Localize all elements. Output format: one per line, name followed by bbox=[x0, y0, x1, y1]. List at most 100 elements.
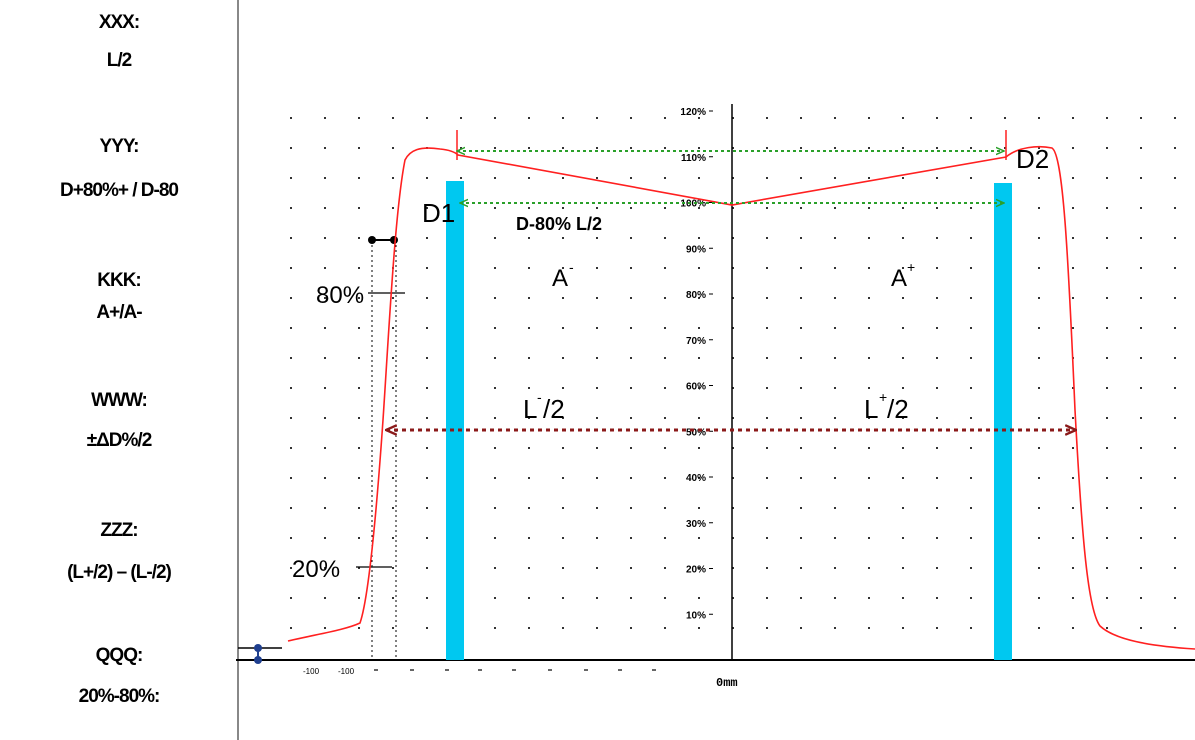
grid-dot bbox=[1106, 567, 1108, 569]
grid-dot bbox=[936, 147, 938, 149]
grid-dot bbox=[868, 387, 870, 389]
grid-dot bbox=[732, 327, 734, 329]
grid-dot bbox=[290, 177, 292, 179]
grid-dot bbox=[1038, 297, 1040, 299]
grid-dot bbox=[800, 597, 802, 599]
grid-dot bbox=[766, 177, 768, 179]
grid-dot bbox=[698, 357, 700, 359]
grid-dot bbox=[528, 207, 530, 209]
grid-dot bbox=[596, 267, 598, 269]
grid-dot bbox=[1106, 327, 1108, 329]
grid-dot bbox=[1072, 207, 1074, 209]
grid-dot bbox=[766, 507, 768, 509]
grid-dot bbox=[868, 237, 870, 239]
grid-dot bbox=[596, 507, 598, 509]
y-tick-label: 20% bbox=[686, 565, 706, 576]
grid-dot bbox=[936, 537, 938, 539]
grid-dot bbox=[596, 237, 598, 239]
grid-dot bbox=[868, 117, 870, 119]
grid-dot bbox=[460, 147, 462, 149]
grid-dot bbox=[392, 297, 394, 299]
grid-dot bbox=[800, 327, 802, 329]
grid-dot bbox=[834, 537, 836, 539]
grid-dot bbox=[800, 147, 802, 149]
grid-dot bbox=[732, 477, 734, 479]
grid-dot bbox=[1072, 117, 1074, 119]
grid-dot bbox=[596, 567, 598, 569]
legend-key-yyy: YYY: bbox=[99, 136, 140, 157]
grid-dot bbox=[426, 237, 428, 239]
grid-dot bbox=[630, 357, 632, 359]
grid-dot bbox=[1072, 627, 1074, 629]
grid-dot bbox=[1072, 597, 1074, 599]
grid-dot bbox=[902, 297, 904, 299]
grid-dot bbox=[392, 447, 394, 449]
grid-dot bbox=[528, 507, 530, 509]
grid-dot bbox=[290, 237, 292, 239]
grid-dot bbox=[868, 567, 870, 569]
grid-dot bbox=[936, 297, 938, 299]
grid-dot bbox=[868, 537, 870, 539]
grid-dot bbox=[664, 177, 666, 179]
grid-dot bbox=[1106, 627, 1108, 629]
grid-dot bbox=[426, 297, 428, 299]
grid-dot bbox=[596, 597, 598, 599]
p80-label: 80% bbox=[316, 282, 364, 309]
grid-dot bbox=[596, 207, 598, 209]
grid-dot bbox=[1004, 147, 1006, 149]
legend-value-www: ±ΔD%/2 bbox=[86, 430, 153, 451]
grid-dot bbox=[902, 177, 904, 179]
y-tick-label: 40% bbox=[686, 473, 706, 484]
grid-dot bbox=[324, 387, 326, 389]
grid-dot bbox=[324, 507, 326, 509]
grid-dot bbox=[562, 147, 564, 149]
grid-dot bbox=[902, 567, 904, 569]
grid-dot bbox=[902, 597, 904, 599]
grid-dot bbox=[902, 147, 904, 149]
grid-dot bbox=[766, 417, 768, 419]
d2-label: D2 bbox=[1016, 144, 1049, 174]
grid-dot bbox=[392, 117, 394, 119]
grid-dot bbox=[324, 477, 326, 479]
grid-dot bbox=[494, 447, 496, 449]
grid-dot bbox=[732, 177, 734, 179]
grid-dot bbox=[1038, 327, 1040, 329]
grid-dot bbox=[562, 237, 564, 239]
grid-dot bbox=[596, 447, 598, 449]
grid-dot bbox=[834, 627, 836, 629]
grid-dot bbox=[936, 177, 938, 179]
grid-dot bbox=[936, 207, 938, 209]
grid-dot bbox=[698, 537, 700, 539]
grid-dot bbox=[664, 507, 666, 509]
grid-dot bbox=[834, 387, 836, 389]
grid-dot bbox=[1072, 537, 1074, 539]
grid-dot bbox=[902, 267, 904, 269]
grid-dot bbox=[358, 387, 360, 389]
grid-dot bbox=[868, 507, 870, 509]
grid-dot bbox=[902, 447, 904, 449]
svg-text:A: A bbox=[891, 265, 907, 292]
grid-dot bbox=[800, 417, 802, 419]
grid-dot bbox=[426, 387, 428, 389]
grid-dot bbox=[358, 417, 360, 419]
grid-dot bbox=[1140, 117, 1142, 119]
grid-dot bbox=[1140, 147, 1142, 149]
grid-dot bbox=[392, 207, 394, 209]
grid-dot bbox=[1038, 567, 1040, 569]
grid-dot bbox=[426, 117, 428, 119]
grid-dot bbox=[596, 387, 598, 389]
grid-dot bbox=[868, 147, 870, 149]
grid-dot bbox=[800, 117, 802, 119]
grid-dot bbox=[494, 507, 496, 509]
x-small-label-1: -100 bbox=[303, 667, 320, 676]
origin-marker bbox=[238, 644, 282, 664]
dotted-grid bbox=[290, 117, 1176, 629]
grid-dot bbox=[358, 357, 360, 359]
grid-dot bbox=[528, 147, 530, 149]
grid-dot bbox=[902, 627, 904, 629]
grid-dot bbox=[528, 537, 530, 539]
grid-dot bbox=[324, 537, 326, 539]
grid-dot bbox=[290, 537, 292, 539]
grid-dot bbox=[392, 597, 394, 599]
